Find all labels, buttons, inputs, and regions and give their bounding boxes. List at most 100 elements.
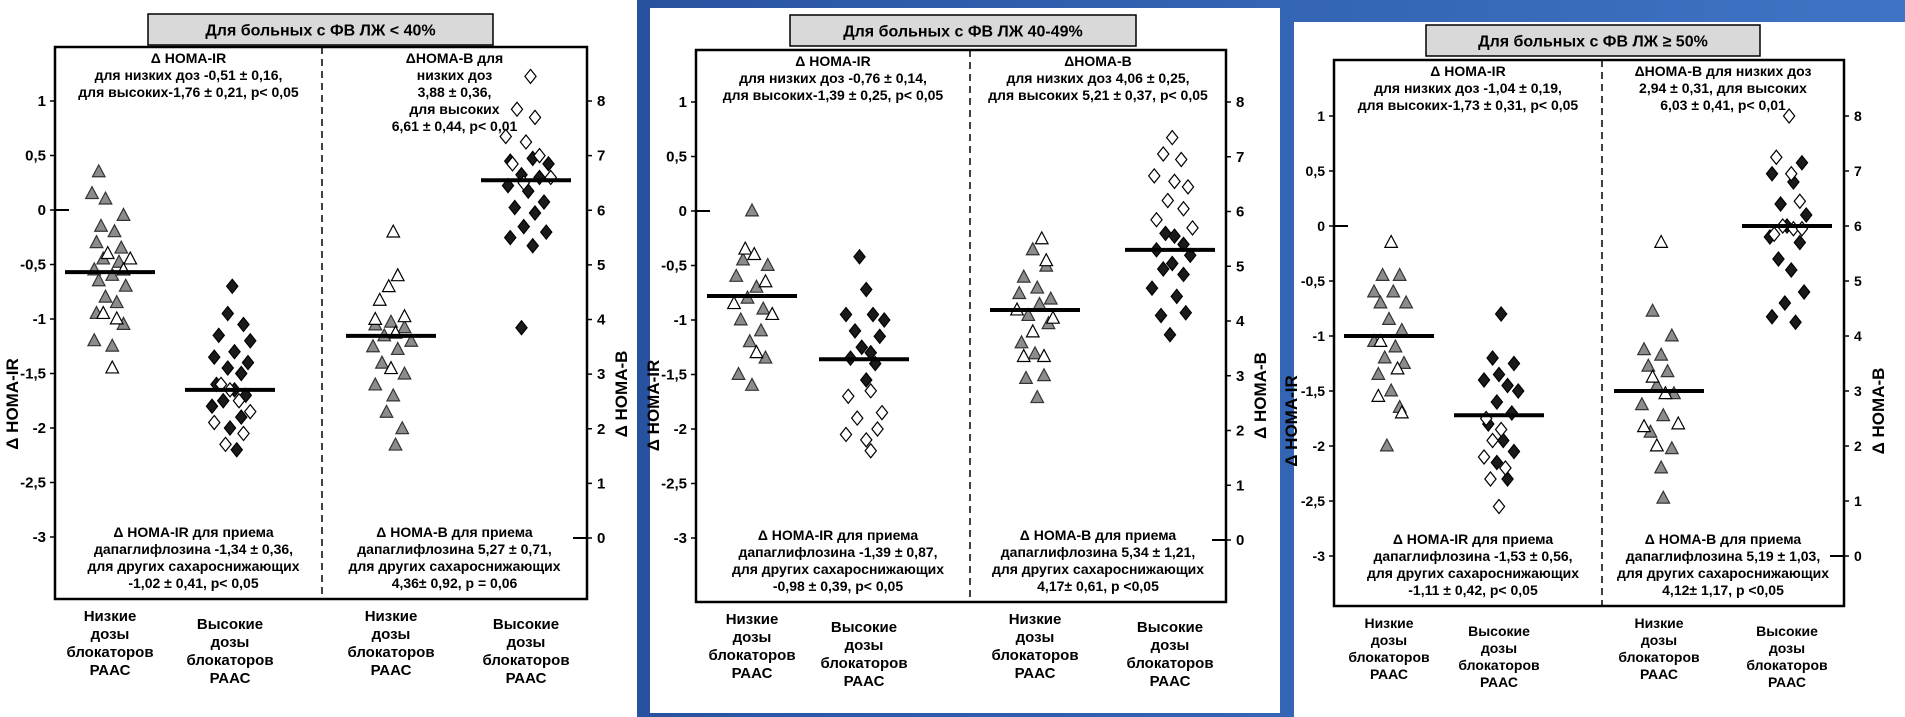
data-point-diamond-filled xyxy=(237,316,250,333)
data-point-triangle-open xyxy=(383,360,399,375)
data-point-triangle-open xyxy=(1373,333,1388,347)
right-tick-label: 2 xyxy=(1854,438,1862,454)
left-tick-label: 0 xyxy=(38,202,46,219)
data-point-diamond-filled xyxy=(539,224,553,241)
right-tick-label: 7 xyxy=(1236,149,1244,166)
data-point-diamond-filled xyxy=(216,392,230,409)
right-tick-label: 5 xyxy=(597,257,605,274)
data-point-triangle-filled xyxy=(1025,241,1041,256)
annotation-ir-drug: -1,11 ± 0,42, p< 0,05 xyxy=(1408,582,1538,598)
category-label: Высокие xyxy=(493,616,559,633)
right-tick-label: 6 xyxy=(1236,204,1244,221)
annotation-b-drug: дапаглифлозина 5,34 ± 1,21, xyxy=(1001,544,1195,560)
data-point-triangle-filled xyxy=(1636,341,1652,356)
annotation-b-drug: Δ HOMA-B для приема xyxy=(1645,531,1802,547)
category-label: блокаторов xyxy=(991,647,1078,664)
annotation-ir-drug: для других сахароснижающих xyxy=(87,558,299,574)
right-tick-label: 0 xyxy=(597,530,605,547)
data-point-diamond-open xyxy=(1165,129,1179,146)
left-tick-label: 1 xyxy=(1317,108,1325,124)
data-point-diamond-open xyxy=(1174,151,1188,168)
data-point-triangle-filled xyxy=(755,300,771,315)
data-point-diamond-open xyxy=(524,68,537,85)
data-point-triangle-filled xyxy=(744,202,760,217)
data-point-diamond-filled xyxy=(1477,372,1491,388)
data-point-diamond-filled xyxy=(1145,280,1159,297)
right-tick-label: 7 xyxy=(597,148,605,165)
data-point-triangle-filled xyxy=(365,338,381,353)
category-label: дозы xyxy=(845,637,884,654)
data-point-diamond-open xyxy=(1499,460,1512,476)
data-point-diamond-open xyxy=(1181,178,1195,195)
category-label: РААС xyxy=(1370,666,1408,682)
data-point-diamond-open xyxy=(864,382,878,399)
data-point-diamond-filled xyxy=(873,328,887,345)
category-label: блокаторов xyxy=(1746,657,1828,673)
data-point-diamond-filled xyxy=(503,229,517,246)
data-point-triangle-filled xyxy=(109,294,125,309)
data-point-triangle-filled xyxy=(1660,363,1675,378)
annotation-b-dose: 6,03 ± 0,41, p< 0,01 xyxy=(1660,97,1786,113)
data-point-diamond-filled xyxy=(1507,355,1521,372)
annotation-b-dose: 3,88 ± 0,36, xyxy=(418,84,492,100)
annotation-b-drug: для других сахароснижающих xyxy=(1617,565,1829,581)
data-point-diamond-filled xyxy=(207,349,221,366)
annotation-ir-drug: -1,02 ± 0,41, p< 0,05 xyxy=(128,575,258,591)
data-point-diamond-filled xyxy=(1490,454,1504,471)
annotation-ir-dose: Δ HOMA-IR xyxy=(151,50,226,66)
data-point-diamond-open xyxy=(1150,211,1163,228)
chart-title-box xyxy=(1425,24,1761,57)
annotation-ir-drug: дапаглифлозина -1,53 ± 0,56, xyxy=(1373,548,1572,564)
category-label: Низкие xyxy=(84,608,137,625)
left-tick-label: -1 xyxy=(33,311,46,328)
annotation-b-drug: Δ HOMA-B для приема xyxy=(1020,527,1177,543)
data-point-diamond-open xyxy=(1477,449,1491,465)
y-axis-left-label: Δ HOMA-IR xyxy=(1282,375,1301,467)
chart-title-box xyxy=(147,13,494,46)
y-axis-right-label: Δ HOMA-B xyxy=(1869,368,1888,455)
data-point-diamond-filled xyxy=(234,409,248,426)
annotation-b-dose: низких доз xyxy=(417,67,493,83)
data-point-triangle-filled xyxy=(753,322,769,337)
data-point-diamond-open xyxy=(875,404,889,421)
data-point-diamond-filled xyxy=(1507,443,1521,460)
left-tick-label: -2 xyxy=(1313,438,1326,454)
left-tick-label: -2 xyxy=(33,420,46,437)
data-point-diamond-open xyxy=(506,155,519,172)
chart-ef-50-plus: Для больных с ФВ ЛЖ ≥ 50% 1 0,5 0 -0,5 -1 -1,5… xyxy=(1282,24,1888,690)
category-label: дозы xyxy=(211,634,250,651)
left-tick-label: -3 xyxy=(674,530,687,547)
category-label: блокаторов xyxy=(347,644,434,661)
right-tick-label: 5 xyxy=(1236,258,1244,275)
plot-frame xyxy=(694,48,1228,604)
data-point-diamond-filled xyxy=(223,420,237,436)
data-point-diamond-open xyxy=(1494,421,1508,438)
right-tick-label: 1 xyxy=(1236,477,1244,494)
data-point-diamond-filled xyxy=(877,312,891,328)
data-point-triangle-filled xyxy=(383,313,399,328)
category-label: Высокие xyxy=(831,619,897,636)
right-tick-label: 8 xyxy=(597,93,605,110)
data-point-triangle-open xyxy=(1371,388,1386,402)
data-point-triangle-open xyxy=(367,311,383,325)
data-point-triangle-filled xyxy=(93,218,109,232)
category-label: блокаторов xyxy=(820,655,907,672)
data-point-diamond-filled xyxy=(853,248,866,265)
left-tick-label: 0,5 xyxy=(666,149,687,166)
data-point-triangle-open xyxy=(122,250,138,265)
category-label: РААС xyxy=(1015,665,1056,682)
data-point-triangle-open xyxy=(1383,234,1399,248)
data-point-diamond-open xyxy=(1782,108,1796,124)
data-point-diamond-filled xyxy=(1793,234,1807,251)
data-point-triangle-open xyxy=(1670,415,1686,430)
y-axis-right-label: Δ HOMA-B xyxy=(612,351,631,438)
data-point-diamond-open xyxy=(499,128,513,145)
annotation-ir-drug: дапаглифлозина -1,34 ± 0,36, xyxy=(94,541,293,557)
data-point-triangle-filled xyxy=(1392,267,1407,281)
data-point-triangle-filled xyxy=(397,319,412,334)
data-point-triangle-filled xyxy=(1381,311,1397,325)
data-point-diamond-filled xyxy=(1170,288,1184,305)
data-point-triangle-filled xyxy=(118,278,134,292)
data-point-triangle-open xyxy=(1038,252,1054,267)
annotation-ir-drug: Δ HOMA-IR для приема xyxy=(1393,531,1554,547)
